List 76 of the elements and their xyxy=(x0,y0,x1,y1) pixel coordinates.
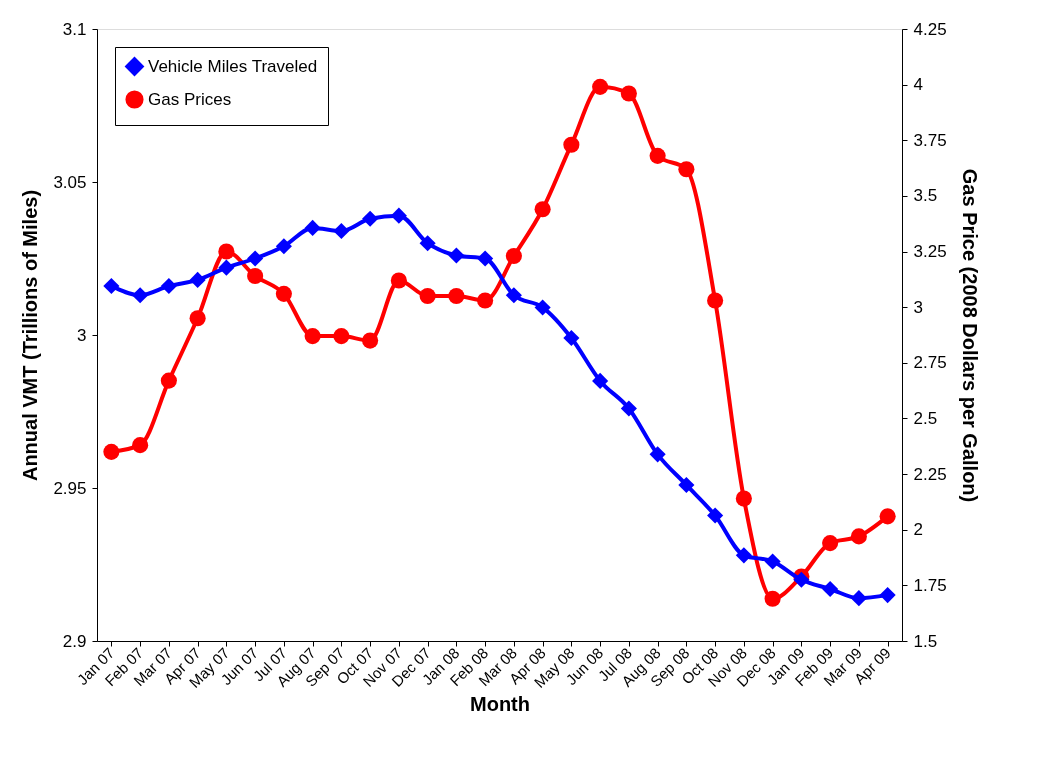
y-axis-title: Annual VMT (Trillions of Miles) xyxy=(19,189,42,482)
point xyxy=(764,590,781,607)
y-tick-label: 3 xyxy=(77,325,87,345)
point xyxy=(477,292,494,309)
point xyxy=(505,247,522,265)
point xyxy=(822,580,839,598)
point xyxy=(620,85,637,102)
point xyxy=(678,476,695,493)
y-tick-label: 2.95 xyxy=(53,478,87,498)
point xyxy=(103,443,120,460)
point xyxy=(362,210,379,227)
point xyxy=(534,201,551,218)
point xyxy=(735,490,752,507)
point xyxy=(132,287,149,304)
point xyxy=(103,277,120,295)
point xyxy=(477,250,494,267)
y2-tick-label: 3 xyxy=(913,297,923,317)
point xyxy=(333,222,350,240)
point xyxy=(678,161,695,178)
point xyxy=(390,207,407,224)
y2-tick-label: 4.25 xyxy=(913,19,947,39)
x-axis-title: Month xyxy=(470,692,530,715)
point xyxy=(563,136,580,153)
point xyxy=(649,446,666,463)
point xyxy=(822,535,839,552)
y2-tick-label: 2.75 xyxy=(913,353,947,373)
y-tick-label: 2.9 xyxy=(62,631,87,651)
point xyxy=(592,78,609,95)
point xyxy=(850,528,867,545)
point xyxy=(189,310,206,327)
y-tick-label: 3.1 xyxy=(62,19,87,39)
point xyxy=(764,553,781,570)
point xyxy=(850,590,867,607)
point xyxy=(247,267,264,285)
legend-label: Gas Prices xyxy=(148,89,232,109)
point xyxy=(333,328,350,345)
point xyxy=(362,332,379,349)
y2-tick-label: 3.75 xyxy=(913,130,947,150)
y2-tick-label: 2.5 xyxy=(913,408,938,428)
point xyxy=(448,288,465,305)
point xyxy=(419,288,436,305)
point xyxy=(218,259,235,276)
y-tick-label: 3.05 xyxy=(53,172,87,192)
point xyxy=(592,372,609,389)
point xyxy=(189,271,206,288)
y2-tick-label: 1.5 xyxy=(913,631,938,651)
point xyxy=(879,508,896,525)
y2-tick-label: 2 xyxy=(913,520,923,540)
point xyxy=(707,507,724,524)
point xyxy=(563,330,580,347)
point xyxy=(620,400,637,417)
point xyxy=(505,287,522,304)
point xyxy=(390,272,407,289)
point xyxy=(448,247,465,264)
point xyxy=(132,437,149,454)
point xyxy=(879,587,896,604)
point xyxy=(419,235,436,252)
point xyxy=(247,250,264,267)
point xyxy=(304,328,321,345)
point xyxy=(275,238,292,255)
y2-tick-label: 3.25 xyxy=(913,242,947,262)
point xyxy=(218,243,235,260)
legend-label: Vehicle Miles Traveled xyxy=(148,56,318,76)
point xyxy=(160,372,177,389)
y2-tick-label: 2.25 xyxy=(913,464,947,484)
point xyxy=(649,147,666,164)
point xyxy=(160,277,177,295)
y2-tick-label: 4 xyxy=(913,75,923,95)
point xyxy=(534,299,551,316)
point xyxy=(735,547,752,564)
point xyxy=(707,292,724,309)
point xyxy=(275,285,292,302)
point xyxy=(304,219,321,236)
y2-axis-title: Gas Price (2008 Dollars per Gallon) xyxy=(958,168,981,503)
y2-tick-label: 1.75 xyxy=(913,575,947,595)
y2-tick-label: 3.5 xyxy=(913,186,938,206)
